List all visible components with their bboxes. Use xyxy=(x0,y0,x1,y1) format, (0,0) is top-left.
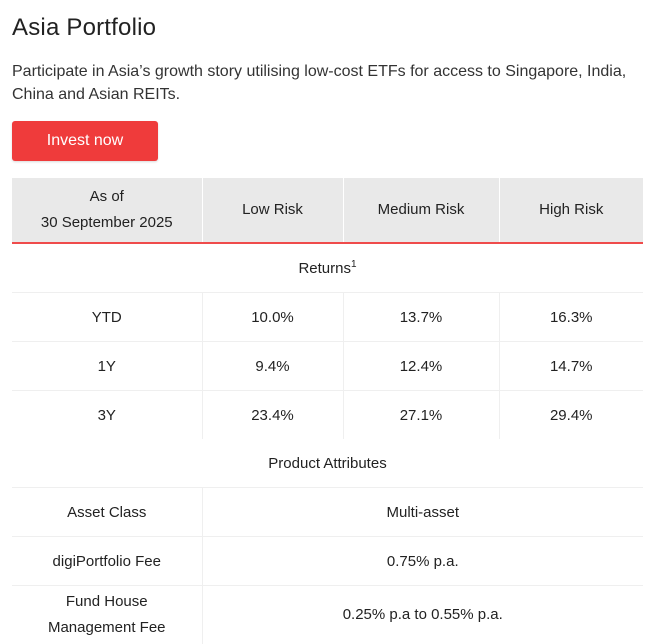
returns-section-row: Returns1 xyxy=(12,243,643,293)
invest-now-button[interactable]: Invest now xyxy=(12,121,158,161)
portfolio-table: As of 30 September 2025 Low Risk Medium … xyxy=(12,178,643,644)
table-row: YTD 10.0% 13.7% 16.3% xyxy=(12,292,643,342)
cell-asset-class: Multi-asset xyxy=(201,487,643,537)
cell-3y-high: 29.4% xyxy=(498,390,643,439)
column-header-medium-risk: Medium Risk xyxy=(342,178,499,244)
cell-1y-medium: 12.4% xyxy=(342,341,499,391)
returns-footnote: 1 xyxy=(350,259,357,270)
cell-digiportfolio-fee: 0.75% p.a. xyxy=(201,536,643,586)
row-label-1y: 1Y xyxy=(12,341,202,391)
column-header-high-risk: High Risk xyxy=(498,178,643,244)
as-of-date: 30 September 2025 xyxy=(40,214,173,231)
attributes-section-title: Product Attributes xyxy=(268,454,387,472)
cell-3y-medium: 27.1% xyxy=(342,390,499,439)
table-row: 1Y 9.4% 12.4% 14.7% xyxy=(12,341,643,391)
returns-title: Returns xyxy=(298,260,351,277)
cell-ytd-high: 16.3% xyxy=(498,292,643,342)
fund-house-label-line2: Management Fee xyxy=(47,619,166,636)
row-label-3y: 3Y xyxy=(12,390,202,439)
cell-fund-house-fee: 0.25% p.a to 0.55% p.a. xyxy=(201,585,643,644)
attributes-section-row: Product Attributes xyxy=(12,439,643,488)
row-label-fund-house-fee: Fund House Management Fee xyxy=(12,585,202,644)
row-label-digiportfolio-fee: digiPortfolio Fee xyxy=(12,536,202,586)
cell-1y-low: 9.4% xyxy=(201,341,343,391)
page-description: Participate in Asia’s growth story utili… xyxy=(12,63,627,103)
row-label-asset-class: Asset Class xyxy=(12,487,202,537)
as-of-label: As of xyxy=(89,188,124,205)
table-row: Fund House Management Fee 0.25% p.a to 0… xyxy=(12,585,643,644)
table-row: Asset Class Multi-asset xyxy=(12,487,643,537)
as-of-header: As of 30 September 2025 xyxy=(12,178,202,244)
cell-3y-low: 23.4% xyxy=(201,390,343,439)
returns-section-title: Returns1 xyxy=(12,243,643,293)
fund-house-label-line1: Fund House xyxy=(65,593,148,610)
cell-ytd-medium: 13.7% xyxy=(342,292,499,342)
table-row: 3Y 23.4% 27.1% 29.4% xyxy=(12,390,643,439)
table-row: digiPortfolio Fee 0.75% p.a. xyxy=(12,536,643,586)
table-header-row: As of 30 September 2025 Low Risk Medium … xyxy=(12,178,643,244)
cell-ytd-low: 10.0% xyxy=(201,292,343,342)
cell-1y-high: 14.7% xyxy=(498,341,643,391)
page-title: Asia Portfolio xyxy=(12,14,157,41)
column-header-low-risk: Low Risk xyxy=(201,178,343,244)
row-label-ytd: YTD xyxy=(12,292,202,342)
